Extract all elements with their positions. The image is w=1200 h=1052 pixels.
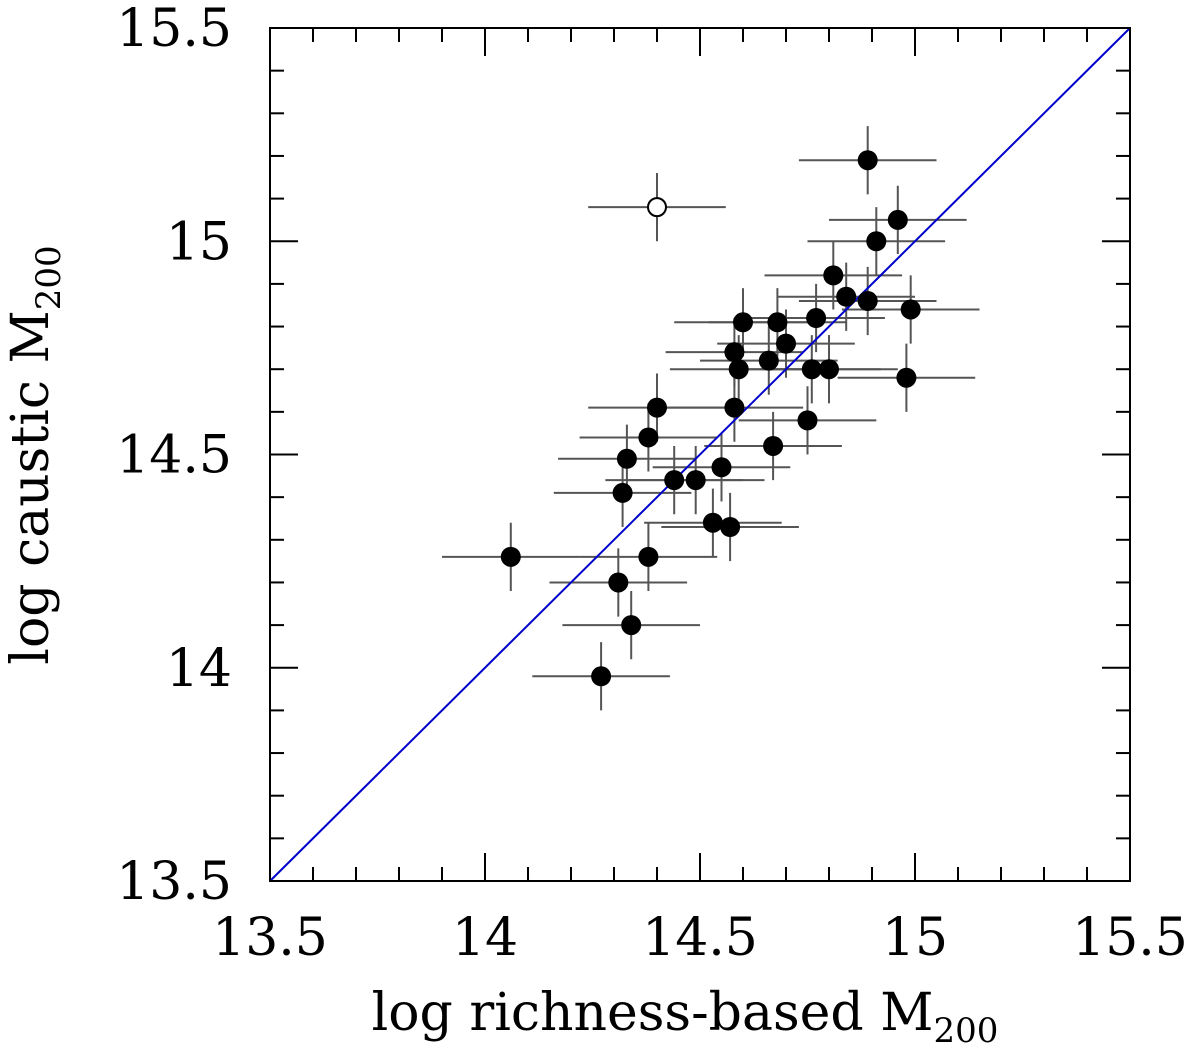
reference-line-layer [269,27,1131,882]
data-point [608,572,629,593]
data-point [612,482,633,503]
data-point-layer [500,150,921,687]
data-point [728,359,749,380]
data-point [866,231,887,252]
data-point [685,470,706,491]
data-point [857,290,878,311]
y-tick-label: 15 [166,212,232,272]
x-tick-labels: 13.5 14 14.5 15 15.5 [212,908,1188,968]
data-point [733,312,753,333]
data-point [616,448,637,469]
data-point [724,397,745,418]
data-point [724,342,745,363]
data-point [500,546,521,567]
data-point [763,435,784,456]
data-point [621,615,642,636]
x-axis-title-main: log richness-based M [372,983,934,1043]
y-axis-title-main: log caustic M [1,310,61,664]
y-tick-labels: 13.5 14 14.5 15 15.5 [116,0,232,912]
y-axis-title-subscript: 200 [29,245,69,310]
y-axis-title: log caustic M200 [1,245,69,664]
data-point [776,333,796,354]
x-tick-label: 13.5 [212,908,328,968]
y-tick-label: 15.5 [116,0,232,59]
data-point [638,427,659,448]
data-point [836,286,857,307]
data-point [638,546,659,567]
y-tick-label: 13.5 [116,852,232,912]
x-axis-title: log richness-based M200 [372,983,999,1051]
x-axis-title-subscript: 200 [933,1011,998,1051]
one-to-one-line [269,27,1131,882]
data-point-open [647,197,667,218]
data-point [711,457,732,478]
data-point [819,359,839,380]
x-tick-label: 15 [882,908,948,968]
data-point [647,397,667,418]
axis-ticks [269,27,1131,882]
data-point [720,517,741,538]
data-point [702,512,723,533]
data-point [664,470,685,491]
data-point [896,367,917,388]
x-tick-label: 14 [452,908,518,968]
data-point [591,666,612,687]
data-point [801,359,822,380]
y-tick-label: 14.5 [116,426,232,486]
data-point [900,299,921,320]
data-point [887,209,908,230]
data-point [806,308,827,329]
data-point [857,150,878,171]
data-point [797,410,818,431]
x-tick-label: 14.5 [642,908,758,968]
data-point [823,265,844,286]
data-point [758,350,779,371]
x-tick-label: 15.5 [1072,908,1188,968]
data-point [767,312,788,333]
y-tick-label: 14 [166,639,232,699]
